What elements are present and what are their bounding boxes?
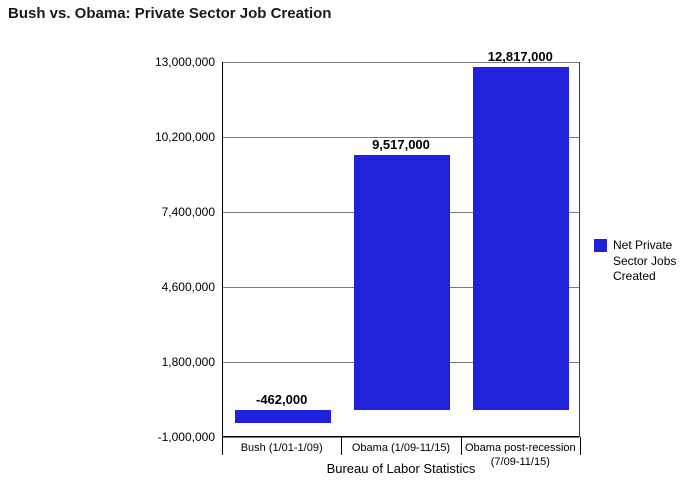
- chart-title: Bush vs. Obama: Private Sector Job Creat…: [8, 5, 332, 22]
- bar-value-label: 9,517,000: [372, 137, 430, 153]
- legend: Net Private Sector Jobs Created: [594, 238, 691, 285]
- y-axis-tick-label: 1,800,000: [161, 355, 215, 369]
- gridline: [223, 62, 579, 63]
- x-axis-title: Bureau of Labor Statistics: [326, 461, 476, 476]
- x-axis-tick: [460, 437, 462, 455]
- bar: [473, 66, 570, 411]
- x-axis-tick: [222, 437, 223, 455]
- x-axis-tick-label: Bush (1/01-1/09): [240, 442, 323, 454]
- bar-value-label: 12,817,000: [487, 48, 553, 64]
- x-axis-tick-label: Obama (1/09-11/15): [351, 442, 451, 454]
- legend-label: Net Private Sector Jobs Created: [613, 238, 677, 284]
- bar: [354, 155, 450, 411]
- y-axis-tick-label: 7,400,000: [161, 205, 215, 219]
- plot-area: [222, 62, 580, 438]
- y-axis-tick-label: 10,200,000: [154, 130, 215, 144]
- x-axis-tick-label: Obama post-recession (7/09-11/15): [464, 442, 576, 469]
- legend-swatch: [594, 239, 607, 252]
- x-axis-tick: [580, 437, 581, 455]
- bar: [234, 410, 331, 423]
- gridline: [223, 137, 579, 138]
- bar-value-label: -462,000: [256, 392, 308, 408]
- x-axis-tick: [341, 437, 343, 455]
- gridline: [223, 437, 579, 438]
- y-axis-tick-label: 4,600,000: [161, 280, 215, 294]
- y-axis-tick-label: -1,000,000: [157, 430, 215, 444]
- y-axis-tick-label: 13,000,000: [154, 55, 215, 69]
